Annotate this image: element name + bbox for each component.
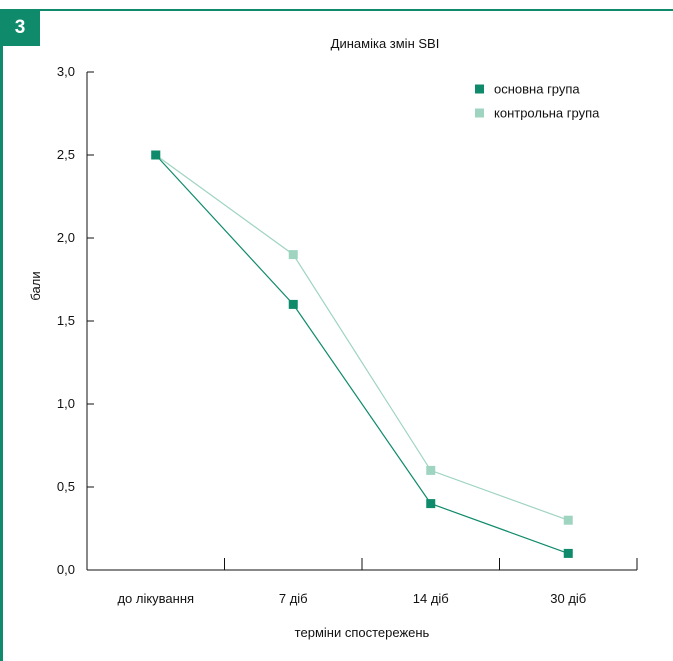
frame-left-border — [0, 9, 3, 661]
y-tick-label: 2,0 — [57, 230, 75, 245]
axes — [86, 72, 637, 571]
data-point-marker — [288, 299, 298, 309]
legend-label: основна група — [494, 82, 580, 97]
y-tick-label: 2,5 — [57, 147, 75, 162]
x-tick-label: 30 діб — [550, 591, 586, 606]
series-layer — [151, 150, 573, 558]
data-point-marker — [563, 515, 573, 525]
y-tick-label: 0,5 — [57, 479, 75, 494]
legend-swatch — [475, 84, 484, 94]
legend-label: контрольна група — [494, 106, 600, 121]
y-tick-label: 1,0 — [57, 396, 75, 411]
legend: основна група контрольна група — [475, 82, 600, 121]
x-ticks: до лікування 7 діб 14 діб 30 діб — [117, 558, 638, 606]
frame-top-border — [0, 9, 673, 11]
y-ticks: 0,0 0,5 1,0 1,5 2,0 2,5 3,0 — [57, 64, 94, 577]
y-axis-label: бали — [28, 271, 43, 300]
data-point-marker — [151, 150, 161, 160]
data-point-marker — [288, 250, 298, 260]
data-point-marker — [426, 499, 436, 509]
series-line — [155, 154, 569, 521]
x-tick-label: до лікування — [117, 591, 194, 606]
chart-title: Динаміка змін SBI — [331, 36, 440, 51]
y-tick-label: 0,0 — [57, 562, 75, 577]
legend-swatch — [475, 108, 484, 118]
figure-number-badge: 3 — [0, 9, 40, 46]
data-point-marker — [426, 465, 436, 475]
data-point-marker — [563, 548, 573, 558]
x-tick-label: 14 діб — [413, 591, 449, 606]
series-line — [155, 154, 569, 554]
x-axis-label: терміни спостережень — [295, 625, 430, 640]
y-tick-label: 1,5 — [57, 313, 75, 328]
y-tick-label: 3,0 — [57, 64, 75, 79]
x-tick-label: 7 діб — [279, 591, 308, 606]
